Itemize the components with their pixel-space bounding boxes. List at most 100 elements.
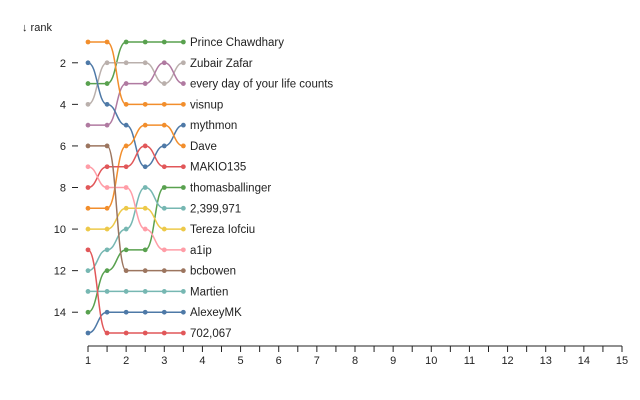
series-point xyxy=(85,60,91,66)
series-point xyxy=(123,101,129,107)
series-line xyxy=(88,41,184,106)
series-point xyxy=(180,205,186,211)
series-label: a1ip xyxy=(190,245,212,257)
series-point xyxy=(161,164,167,170)
x-tick-label: 7 xyxy=(314,355,320,367)
x-tick-label: 6 xyxy=(276,355,282,367)
series-point xyxy=(85,268,91,274)
series-line xyxy=(87,145,184,189)
series-point xyxy=(104,268,110,274)
x-tick-label: 2 xyxy=(123,355,129,367)
series-point xyxy=(123,81,129,86)
series-point xyxy=(85,122,91,128)
y-tick-label: 2 xyxy=(60,58,66,70)
series-point xyxy=(161,330,167,336)
series-label: AlexeyMK xyxy=(190,307,242,319)
series-point xyxy=(161,309,167,315)
series-point xyxy=(142,330,148,336)
series-point xyxy=(161,60,167,66)
series-point xyxy=(123,164,129,170)
series-point xyxy=(142,122,148,128)
y-axis-label: ↓ rank xyxy=(22,22,52,34)
series-point xyxy=(104,81,110,86)
series-point xyxy=(85,164,91,170)
series-point xyxy=(123,143,129,149)
series-point xyxy=(180,289,186,294)
x-tick-label: 12 xyxy=(501,355,513,367)
series-point xyxy=(161,81,167,86)
series-point xyxy=(123,122,129,128)
x-tick-label: 3 xyxy=(161,355,167,367)
series-point xyxy=(123,226,129,232)
series-label: Tereza Iofciu xyxy=(190,224,255,236)
series-point xyxy=(123,289,129,294)
series-point xyxy=(123,247,129,253)
series-point xyxy=(142,101,148,107)
series-label: Zubair Zafar xyxy=(190,58,253,70)
series-label: bcbowen xyxy=(190,266,236,278)
series-point xyxy=(180,60,186,66)
series-point xyxy=(142,39,148,45)
series-labels: Prince Chawdhary Zubair Zafar every day of… xyxy=(190,37,333,340)
x-tick-label: 11 xyxy=(464,355,475,367)
series-point xyxy=(104,122,110,128)
series-point xyxy=(104,247,110,253)
series-point xyxy=(180,247,186,253)
series-point xyxy=(161,101,167,107)
series-point xyxy=(123,268,129,274)
series-point xyxy=(142,226,148,232)
series-point xyxy=(142,247,148,253)
series-point xyxy=(161,39,167,45)
series-point xyxy=(104,185,110,190)
series-point xyxy=(161,289,167,294)
series-point xyxy=(123,330,129,336)
series-label: mythmon xyxy=(190,120,237,132)
series-point xyxy=(161,122,167,128)
series-point xyxy=(142,205,148,211)
y-tick-label: 10 xyxy=(54,224,66,236)
series-point xyxy=(142,143,148,149)
series-point xyxy=(85,309,91,315)
series-point xyxy=(104,164,110,170)
series-point xyxy=(123,205,129,211)
series-point xyxy=(123,60,129,66)
series-point xyxy=(85,143,91,149)
series-point xyxy=(85,101,91,107)
series-label: thomasballinger xyxy=(190,183,271,195)
series-point xyxy=(104,143,110,149)
series-point xyxy=(161,185,167,190)
y-tick-label: 12 xyxy=(54,266,66,278)
series-point xyxy=(142,164,148,170)
series-point xyxy=(142,268,148,274)
series-point xyxy=(180,143,186,149)
series-point xyxy=(85,247,91,253)
series-point xyxy=(104,289,110,294)
y-tick-label: 4 xyxy=(60,99,66,111)
series-point xyxy=(104,60,110,66)
series-dots xyxy=(85,39,186,336)
x-tick-label: 10 xyxy=(425,355,437,367)
series-point xyxy=(104,101,110,107)
series-point xyxy=(180,268,186,274)
series-point xyxy=(142,309,148,315)
series-point xyxy=(142,81,148,86)
series-point xyxy=(85,205,91,211)
series-point xyxy=(180,330,186,336)
y-tick-label: 6 xyxy=(60,141,66,153)
x-tick-label: 14 xyxy=(578,355,590,367)
series-point xyxy=(161,143,167,149)
series-point xyxy=(104,39,110,45)
series-point xyxy=(85,39,91,45)
series-point xyxy=(180,164,186,170)
series-point xyxy=(161,247,167,253)
series-point xyxy=(104,330,110,336)
series-point xyxy=(104,205,110,211)
series-point xyxy=(180,81,186,86)
series-lines xyxy=(87,41,184,334)
series-point xyxy=(180,309,186,315)
series-point xyxy=(104,226,110,232)
series-point xyxy=(85,185,91,190)
series-label: 702,067 xyxy=(190,328,232,340)
series-line xyxy=(87,62,184,126)
